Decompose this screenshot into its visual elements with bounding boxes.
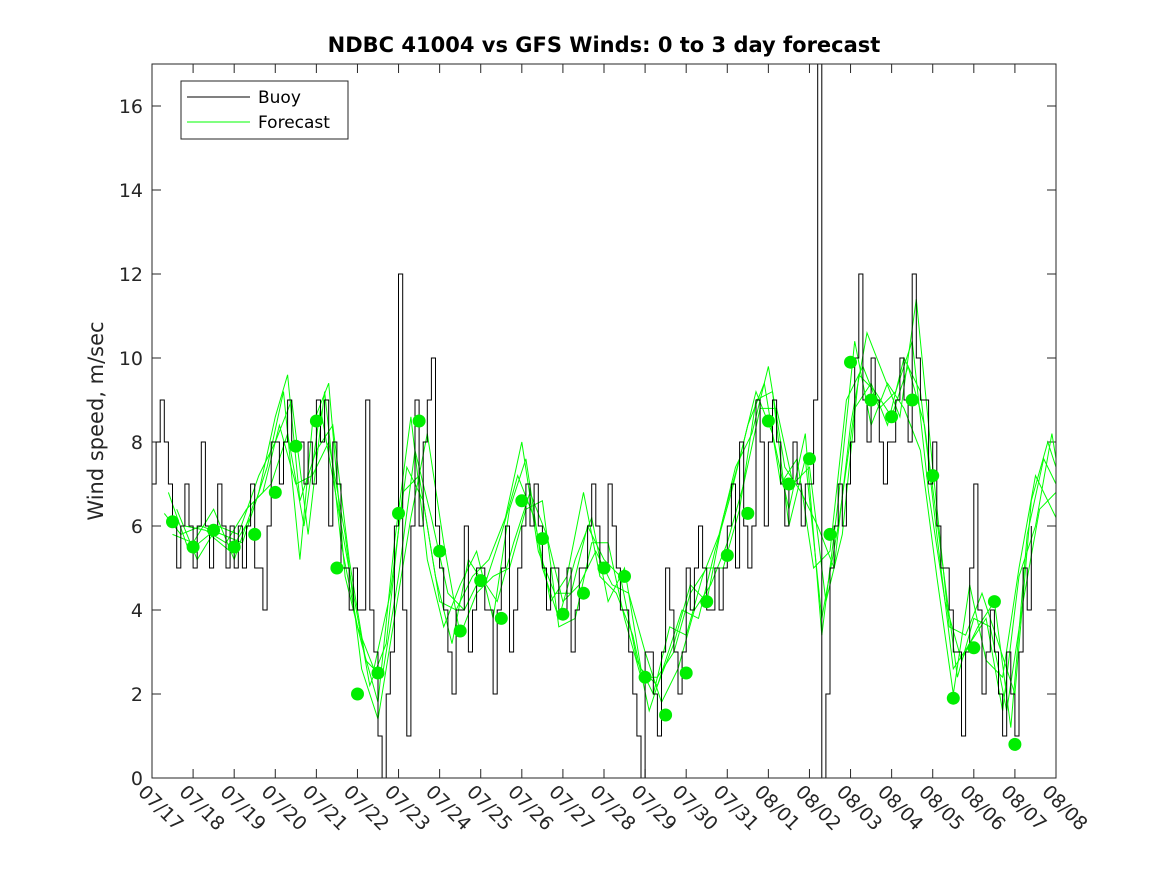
y-tick-label: 2 — [131, 684, 143, 706]
forecast-point — [289, 439, 303, 453]
forecast-point — [905, 393, 919, 407]
forecast-point — [803, 452, 816, 466]
legend-forecast-label: Forecast — [258, 113, 330, 133]
chart-title: NDBC 41004 vs GFS Winds: 0 to 3 day fore… — [328, 33, 881, 57]
plot-area — [151, 63, 1057, 779]
forecast-series-line — [184, 356, 1057, 720]
forecast-point — [248, 527, 262, 541]
legend-box — [180, 80, 349, 140]
forecast-point — [453, 624, 467, 638]
forecast-point — [309, 414, 323, 428]
forecast-point — [967, 641, 981, 655]
forecast-point — [885, 410, 899, 424]
forecast-point — [371, 666, 385, 680]
forecast-point — [864, 393, 878, 407]
legend: Buoy Forecast — [180, 80, 349, 140]
forecast-point — [494, 611, 508, 625]
forecast-point — [577, 586, 590, 600]
y-tick-label: 4 — [131, 600, 143, 622]
forecast-point — [474, 574, 488, 588]
forecast-points — [166, 355, 1022, 751]
forecast-point — [433, 544, 447, 558]
forecast-point — [823, 527, 837, 541]
y-tick-label: 14 — [119, 180, 143, 202]
forecast-point — [207, 523, 221, 537]
y-tick-labels: 0 2 4 6 8 10 12 14 16 — [119, 96, 143, 790]
forecast-point — [926, 469, 940, 483]
forecast-point — [782, 477, 796, 491]
forecast-point — [227, 540, 241, 554]
forecast-point — [392, 506, 405, 520]
forecast-point — [186, 540, 200, 554]
forecast-point — [700, 595, 714, 609]
forecast-point — [330, 561, 344, 575]
forecast-point — [535, 532, 549, 546]
forecast-series-line — [167, 341, 1057, 703]
forecast-point — [412, 414, 426, 428]
forecast-series-line — [172, 341, 1057, 728]
forecast-point — [720, 548, 734, 562]
plot-background — [152, 64, 1056, 778]
forecast-point — [659, 708, 673, 722]
forecast-point — [946, 691, 960, 705]
y-tick-label: 16 — [119, 96, 143, 118]
forecast-point — [597, 561, 611, 575]
forecast-point — [638, 670, 652, 684]
axes-box — [151, 63, 1057, 779]
forecast-point — [166, 515, 179, 529]
forecast-point — [351, 687, 364, 701]
forecast-point — [1008, 737, 1022, 751]
legend-buoy-label: Buoy — [258, 88, 301, 108]
forecast-point — [618, 569, 631, 583]
y-tick-label: 10 — [119, 348, 143, 370]
forecast-point — [679, 666, 693, 680]
y-tick-label: 0 — [131, 768, 143, 790]
forecast-point — [515, 494, 529, 508]
forecast-point — [741, 506, 755, 520]
y-tick-label: 12 — [119, 264, 143, 286]
forecast-point — [761, 414, 775, 428]
forecast-point — [844, 355, 857, 369]
forecast-point — [268, 485, 282, 499]
forecast-point — [987, 595, 1001, 609]
y-tick-label: 8 — [131, 432, 143, 454]
y-axis-label: Wind speed, m/sec — [84, 321, 108, 520]
y-tick-label: 6 — [131, 516, 143, 538]
forecast-point — [556, 607, 570, 621]
